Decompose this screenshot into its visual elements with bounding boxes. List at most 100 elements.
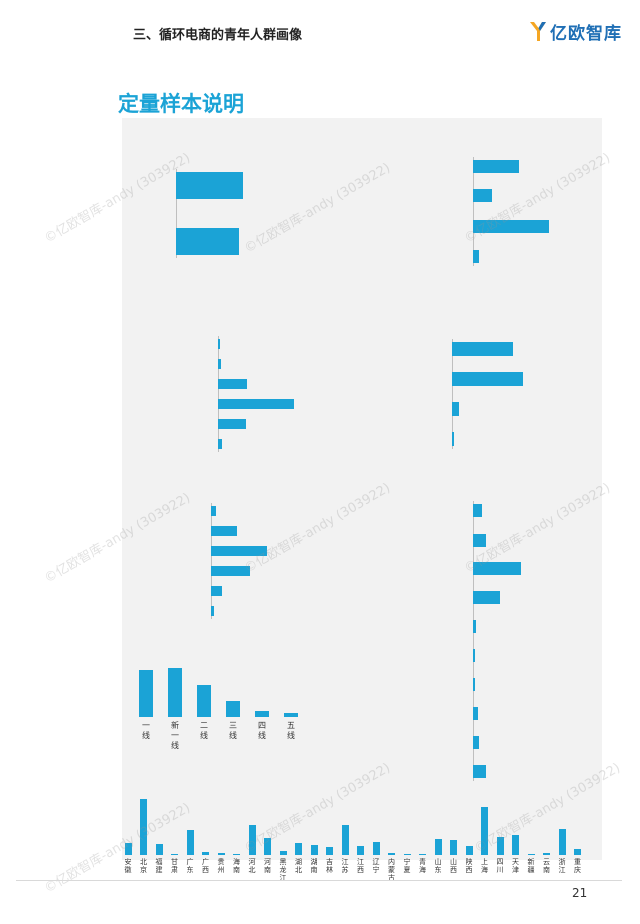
province-bar xyxy=(512,834,519,855)
city-category-label: 三 线 xyxy=(229,721,237,740)
income-axis-line xyxy=(218,336,219,452)
province-bar xyxy=(574,849,581,855)
income-bar xyxy=(218,439,223,449)
expense-bar xyxy=(211,546,267,556)
occupation-axis-line xyxy=(473,500,474,781)
city-category-label: 新 一 线 xyxy=(171,721,179,750)
province-category-label: 福 建 xyxy=(155,858,163,874)
occupation-bar xyxy=(473,619,477,633)
city-bar xyxy=(284,712,298,717)
city-category-label: 二 线 xyxy=(200,721,208,740)
province-bar xyxy=(171,854,178,855)
brand-logo: 亿欧智库 xyxy=(528,18,622,44)
province-category-label: 河 南 xyxy=(264,858,271,874)
occupation-bar xyxy=(473,677,475,691)
province-category-label: 陕 西 xyxy=(465,858,473,874)
province-bar xyxy=(357,845,364,855)
expense-bar xyxy=(211,586,223,596)
province-bar xyxy=(434,839,442,855)
income-bar xyxy=(218,419,247,429)
province-bar xyxy=(124,843,132,855)
province-bar xyxy=(326,846,333,855)
expense-bar xyxy=(211,566,250,576)
province-bar xyxy=(372,841,380,855)
occupation-bar xyxy=(473,706,478,720)
income-bar xyxy=(218,339,220,349)
province-category-label: 云 南 xyxy=(543,858,550,874)
province-category-label: 广 西 xyxy=(202,858,209,874)
province-category-label: 山 西 xyxy=(450,858,457,874)
province-bar xyxy=(140,799,147,855)
expense-bar xyxy=(211,606,215,616)
page-title: 定量样本说明 xyxy=(118,92,244,116)
marriage-bar xyxy=(473,188,492,202)
education-bar xyxy=(452,432,454,446)
city-category-label: 四 线 xyxy=(258,721,266,740)
page-number: 21 xyxy=(572,886,588,900)
gender-bar xyxy=(176,171,244,199)
marriage-axis-line xyxy=(473,156,474,266)
occupation-bar xyxy=(473,561,522,575)
education-bar xyxy=(452,372,524,386)
gender-axis-line xyxy=(176,168,177,258)
marriage-bar xyxy=(473,159,519,173)
province-category-label: 甘 肃 xyxy=(171,858,178,874)
province-bar xyxy=(202,851,209,855)
income-bar xyxy=(218,359,221,369)
province-category-label: 青 海 xyxy=(419,858,426,874)
marriage-bar xyxy=(473,249,480,263)
occupation-bar xyxy=(473,764,487,778)
city-bar xyxy=(226,700,240,717)
education-bar xyxy=(452,342,514,356)
city-bar xyxy=(139,670,153,717)
education-bar xyxy=(452,402,460,416)
gender-bar xyxy=(176,227,239,255)
logo-icon xyxy=(530,22,546,41)
occupation-bar xyxy=(473,590,500,604)
marriage-bar xyxy=(473,219,549,233)
city-category-label: 五 线 xyxy=(287,721,295,740)
expense-bar xyxy=(211,506,217,516)
province-bar xyxy=(155,843,163,855)
province-bar xyxy=(543,852,550,855)
province-bar xyxy=(558,828,566,855)
province-category-label: 新 疆 xyxy=(527,858,535,874)
province-bar xyxy=(450,839,457,855)
province-bar xyxy=(403,854,411,855)
province-bar xyxy=(295,842,302,855)
province-category-label: 河 北 xyxy=(248,858,256,874)
expense-axis-line xyxy=(211,503,212,619)
province-category-label: 重 庆 xyxy=(574,858,581,874)
occupation-bar xyxy=(473,648,475,662)
province-category-label: 贵 州 xyxy=(217,858,225,874)
province-bar xyxy=(465,846,473,855)
province-category-label: 江 苏 xyxy=(341,858,349,874)
province-bar xyxy=(217,852,225,855)
income-bar xyxy=(218,379,247,389)
province-bar xyxy=(279,850,287,855)
province-category-label: 安 徽 xyxy=(124,858,132,874)
footer-divider xyxy=(16,880,622,881)
province-category-label: 浙 江 xyxy=(558,858,566,874)
section-header: 三、循环电商的青年人群画像 xyxy=(133,28,303,43)
province-bar xyxy=(233,854,240,855)
income-bar xyxy=(218,399,294,409)
province-category-label: 宁 夏 xyxy=(403,858,411,874)
province-category-label: 黑 龙 江 xyxy=(279,858,287,882)
province-category-label: 四 川 xyxy=(496,858,504,874)
province-bar xyxy=(186,830,194,855)
province-category-label: 广 东 xyxy=(186,858,194,874)
province-bar xyxy=(527,854,535,855)
province-category-label: 天 津 xyxy=(512,858,519,874)
expense-bar xyxy=(211,526,238,536)
education-axis-line xyxy=(452,339,453,449)
province-category-label: 海 南 xyxy=(233,858,240,874)
city-bar xyxy=(255,710,269,717)
city-bar xyxy=(197,684,211,717)
occupation-bar xyxy=(473,533,486,547)
province-bar xyxy=(481,807,488,855)
province-category-label: 湖 北 xyxy=(295,858,302,874)
province-category-label: 湖 南 xyxy=(310,858,318,874)
province-category-label: 辽 宁 xyxy=(372,858,380,874)
province-category-label: 内 蒙 古 xyxy=(388,858,395,882)
